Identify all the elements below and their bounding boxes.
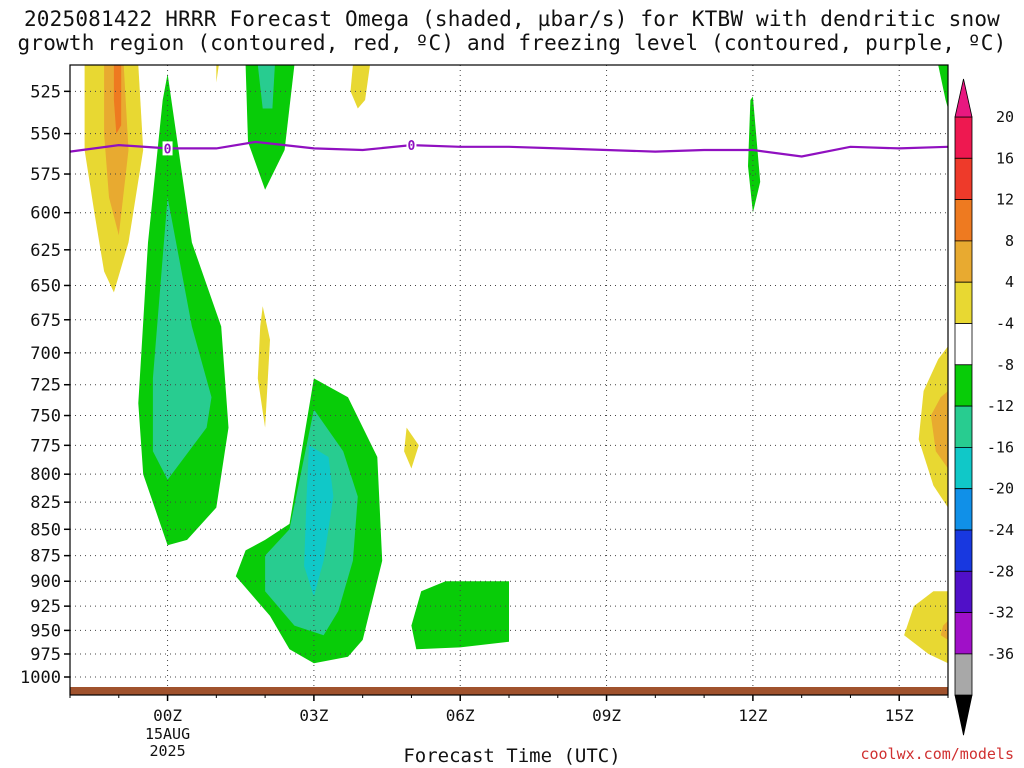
omega-region-pos4: [216, 65, 219, 83]
colorbar-segment: [954, 488, 973, 531]
surface-strip: [70, 687, 948, 695]
omega-region-neg4: [748, 96, 761, 213]
x-tick-sublabel: 15AUG: [145, 725, 190, 743]
colorbar-tick-label: -4: [996, 315, 1014, 333]
y-tick-label: 725: [30, 376, 61, 396]
omega-region-pos4: [904, 591, 948, 664]
colorbar-segment: [954, 612, 973, 655]
x-tick-label: 00Z: [153, 706, 182, 725]
y-tick-label: 900: [30, 572, 61, 592]
omega-region-pos4: [404, 427, 419, 469]
x-tick-sublabel: 2025: [149, 742, 185, 760]
x-tick-label: 12Z: [738, 706, 767, 725]
omega-region-neg12: [304, 445, 334, 597]
omega-region-pos4: [350, 65, 370, 109]
omega-region-neg8: [257, 65, 275, 109]
x-tick-label: 09Z: [592, 706, 621, 725]
y-tick-label: 825: [30, 493, 61, 513]
colorbar: 20 16 12 8 4 -4 -8 -12 -16 -20 -24 -28 -32 -36: [954, 78, 1014, 736]
omega-fills: [84, 65, 948, 664]
colorbar-tick-label: -36: [987, 645, 1014, 663]
credit-watermark: coolwx.com/models: [860, 745, 1014, 763]
y-tick-label: 975: [30, 645, 61, 665]
chart-title-line-1: 2025081422 HRRR Forecast Omega (shaded, …: [23, 7, 1001, 31]
colorbar-segment: [954, 405, 973, 448]
omega-region-pos8: [930, 391, 948, 469]
colorbar-segment: [954, 199, 973, 242]
x-tick-label: 15Z: [885, 706, 914, 725]
freezing-level-label-bg: [162, 141, 173, 156]
y-tick-label: 575: [30, 165, 61, 185]
colorbar-segment: [954, 529, 973, 572]
y-tick-label: 550: [30, 125, 61, 145]
colorbar-segment: [954, 116, 973, 159]
y-tick-label: 925: [30, 597, 61, 617]
y-tick-label: 625: [30, 241, 61, 261]
colorbar-segment: [954, 157, 973, 201]
omega-region-neg4: [938, 65, 948, 109]
colorbar-tick-label: 8: [1005, 232, 1014, 250]
colorbar-segment: [954, 570, 973, 613]
x-axis-label: Forecast Time (UTC): [403, 745, 621, 767]
colorbar-segment: [954, 364, 973, 407]
chart-title-line-2: growth region (contoured, red, ºC) and f…: [17, 31, 1007, 55]
freezing-level-label: 0: [408, 139, 416, 154]
colorbar-tick-label: -16: [987, 438, 1014, 456]
y-tick-label: 700: [30, 344, 61, 364]
colorbar-tick-label: -24: [987, 521, 1014, 539]
y-tick-label: 875: [30, 547, 61, 567]
colorbar-bottom-arrow: [954, 694, 973, 736]
y-tick-label: 750: [30, 407, 61, 427]
colorbar-tick-label: 4: [1005, 273, 1014, 291]
colorbar-segment: [954, 240, 973, 283]
y-tick-label: 950: [30, 621, 61, 641]
colorbar-tick-label: 20: [996, 108, 1014, 126]
axes-layer: 525 550 575 600 625 650 675 700 725 750 775 800 825 8…: [20, 64, 949, 760]
freezing-level-line: [69, 140, 949, 158]
omega-region-pos8: [104, 65, 129, 236]
colorbar-tick-label: -32: [987, 604, 1014, 622]
freezing-level-label: 0: [164, 142, 172, 157]
omega-region-pos8: [940, 620, 948, 640]
omega-region-pos12: [113, 65, 122, 134]
omega-region-neg8: [152, 197, 212, 480]
colorbar-tick-label: 16: [996, 149, 1014, 167]
x-tick-label: 03Z: [299, 706, 328, 725]
omega-region-pos4: [257, 306, 270, 428]
colorbar-segment: [954, 281, 973, 324]
colorbar-tick-label: -8: [996, 356, 1014, 374]
omega-region-neg4: [245, 65, 295, 190]
colorbar-tick-label: -20: [987, 480, 1014, 498]
colorbar-top-arrow: [954, 78, 973, 118]
x-tick-label: 06Z: [446, 706, 475, 725]
y-tick-label: 600: [30, 204, 61, 224]
colorbar-tick-label: 12: [996, 191, 1014, 209]
colorbar-segment: [954, 653, 973, 696]
colorbar-tick-label: -12: [987, 397, 1014, 415]
y-tick-label: 775: [30, 436, 61, 456]
y-tick-label: 525: [30, 82, 61, 102]
y-tick-label: 650: [30, 276, 61, 296]
y-tick-label: 800: [30, 465, 61, 485]
freezing-level-label-bg: [406, 138, 417, 153]
colorbar-segment: [954, 323, 973, 366]
y-tick-label: 850: [30, 520, 61, 540]
y-tick-label: 675: [30, 311, 61, 331]
colorbar-tick-label: -28: [987, 562, 1014, 580]
y-tick-label: 1000: [20, 668, 61, 688]
colorbar-segment: [954, 446, 973, 490]
